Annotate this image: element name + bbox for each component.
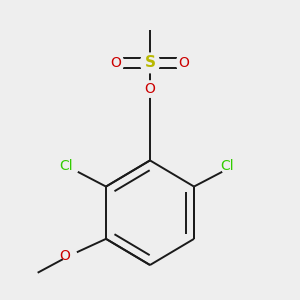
Text: O: O [59,248,70,262]
Circle shape [140,53,160,73]
Text: S: S [145,56,155,70]
Circle shape [54,153,79,178]
Circle shape [142,81,158,97]
Text: O: O [179,56,190,70]
Text: Cl: Cl [59,159,73,173]
Circle shape [176,55,192,71]
Text: O: O [110,56,121,70]
Text: O: O [145,82,155,96]
Circle shape [108,55,124,71]
Circle shape [221,153,246,178]
Text: Cl: Cl [220,159,234,173]
Circle shape [63,248,77,263]
